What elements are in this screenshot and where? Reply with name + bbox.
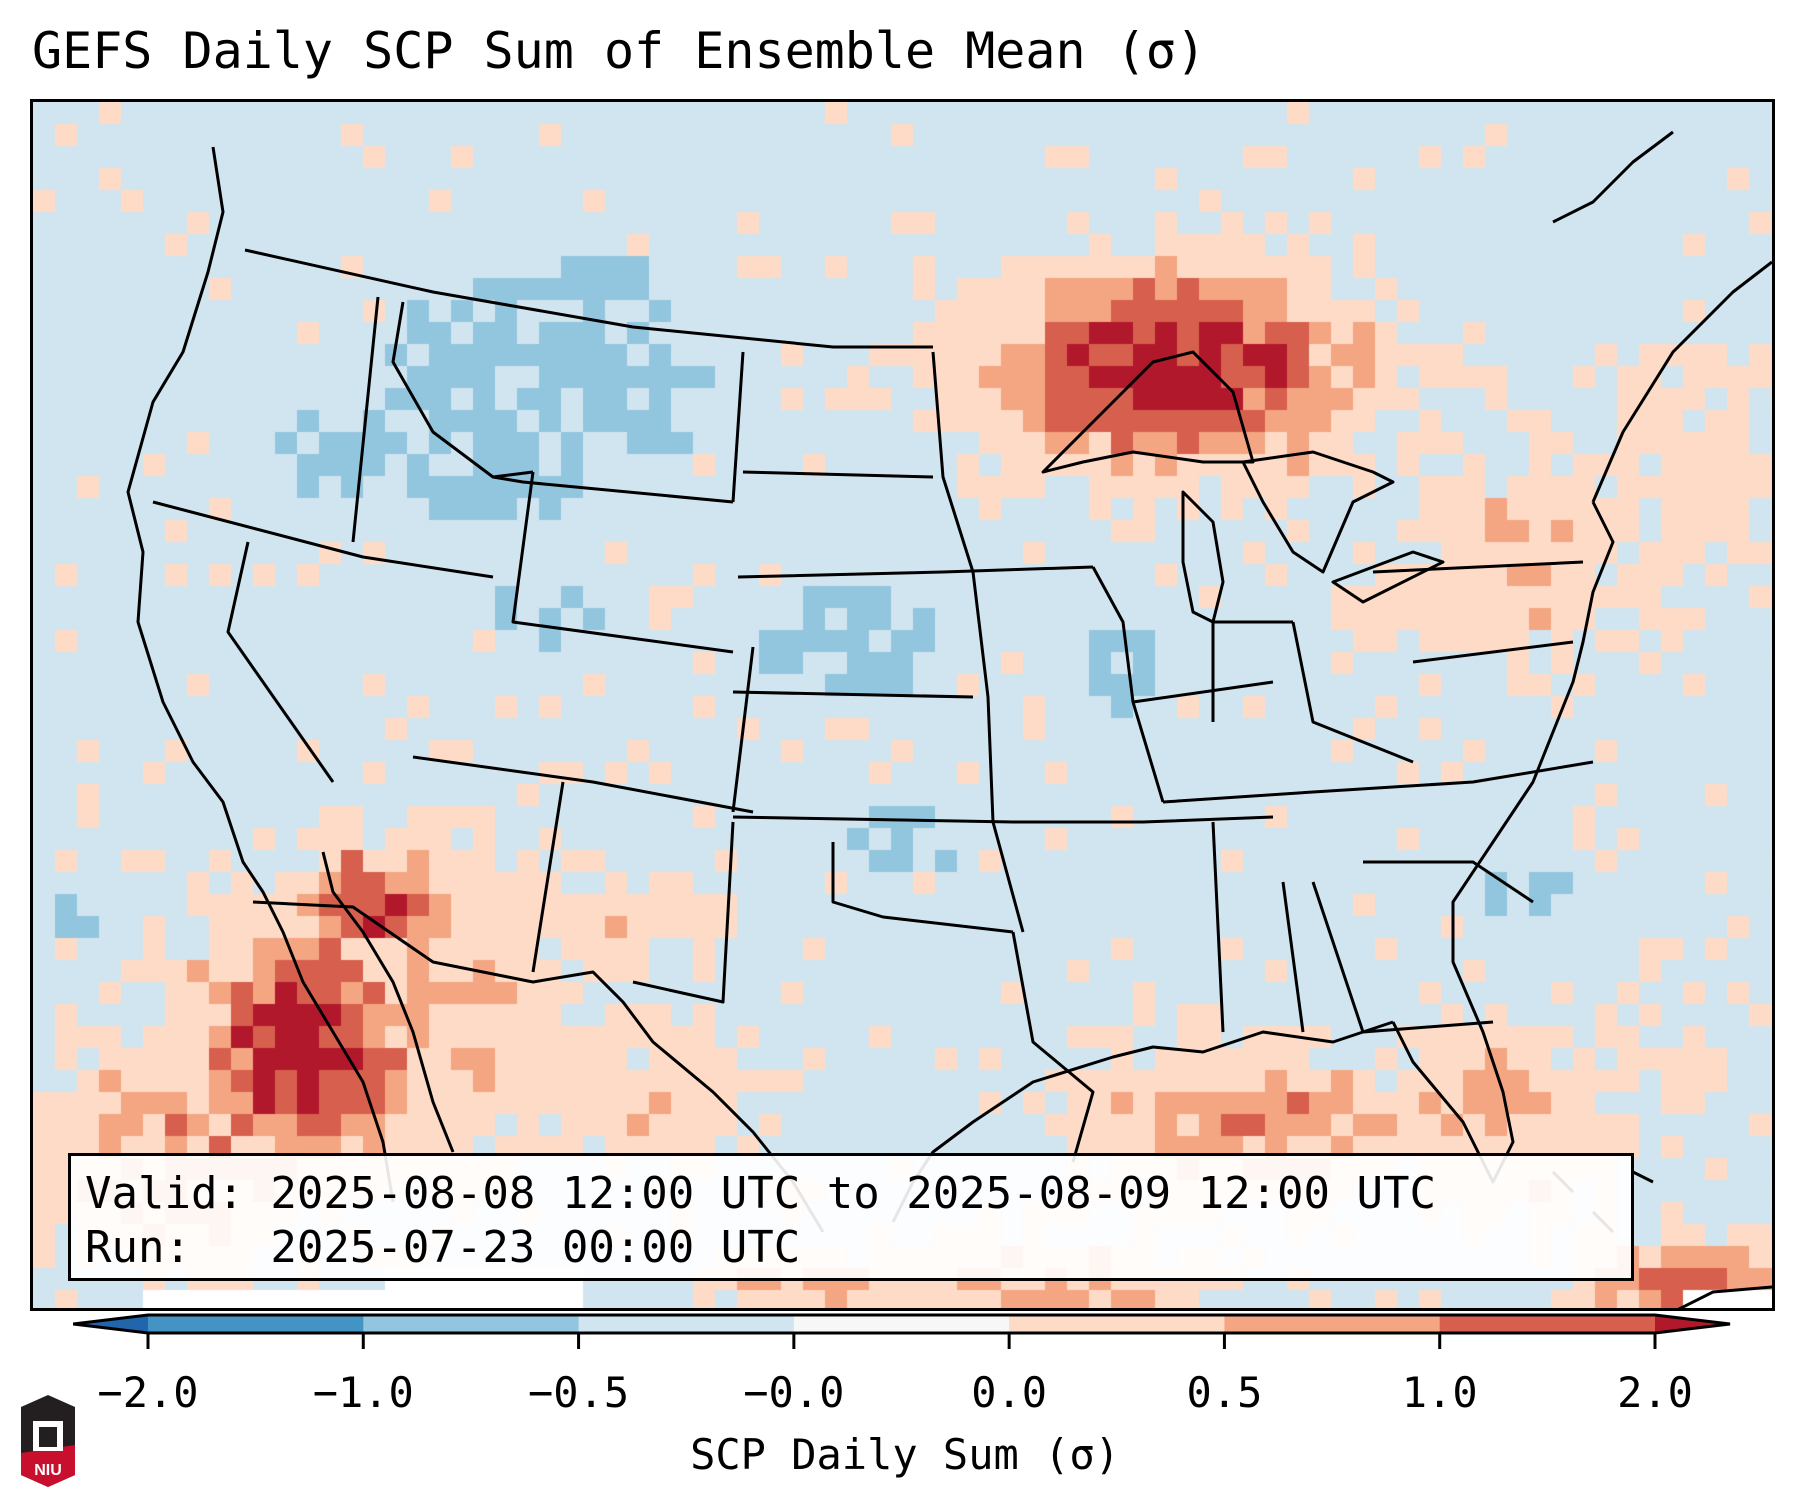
colorbar-bin bbox=[1009, 1315, 1225, 1333]
colorbar-tick-label: −0.5 bbox=[527, 1368, 630, 1417]
state-line bbox=[1011, 931, 1095, 1163]
state-line bbox=[632, 821, 735, 1004]
colorbar-bin bbox=[148, 1315, 364, 1333]
scp-raster bbox=[33, 102, 1772, 1308]
niu-logo: NIU bbox=[21, 1395, 75, 1487]
state-line bbox=[737, 565, 1094, 579]
colorbar-extend-under bbox=[73, 1315, 148, 1333]
colorbar-tick-label: −2.0 bbox=[97, 1368, 199, 1417]
colorbar-bin bbox=[1439, 1315, 1656, 1333]
state-line bbox=[1372, 560, 1584, 574]
state-line bbox=[732, 815, 1014, 824]
state-line bbox=[412, 755, 754, 814]
state-line bbox=[1291, 621, 1414, 764]
colorbar-bin bbox=[1224, 1315, 1441, 1333]
state-line bbox=[351, 296, 380, 543]
boundary-lines bbox=[126, 130, 1772, 1308]
colorbar-tick-label: −0.0 bbox=[743, 1368, 845, 1417]
border-canada bbox=[244, 248, 933, 349]
logo-window bbox=[39, 1427, 57, 1447]
state-line bbox=[1211, 821, 1225, 1033]
state-line bbox=[731, 646, 755, 813]
lake-huron bbox=[1241, 450, 1395, 574]
state-line bbox=[742, 470, 934, 479]
coastline-east bbox=[1391, 501, 1615, 1184]
state-line bbox=[511, 471, 734, 654]
colorbar bbox=[73, 1313, 1731, 1349]
coastline-maritimes bbox=[1591, 260, 1772, 503]
colorbar-tick-label: 2.0 bbox=[1617, 1368, 1693, 1417]
state-line bbox=[1281, 881, 1305, 1033]
colorbar-tick-label: 0.5 bbox=[1186, 1368, 1263, 1417]
state-line bbox=[1363, 860, 1534, 904]
state-line bbox=[226, 541, 335, 783]
lake-michigan bbox=[1181, 490, 1225, 624]
run-time-text: Run: 2025-07-23 00:00 UTC bbox=[85, 1222, 801, 1273]
coastline-baja bbox=[321, 851, 455, 1153]
colorbar-tick-label: −1.0 bbox=[312, 1368, 414, 1417]
map-panel bbox=[30, 99, 1775, 1311]
colorbar-tick-label: 1.0 bbox=[1401, 1368, 1478, 1417]
chart-title: GEFS Daily SCP Sum of Ensemble Mean (σ) bbox=[32, 22, 1206, 80]
state-line bbox=[931, 351, 1025, 933]
valid-run-info-box: Valid: 2025-08-08 12:00 UTC to 2025-08-0… bbox=[68, 1153, 1634, 1281]
colorbar-bin bbox=[578, 1315, 795, 1333]
state-line bbox=[831, 842, 1014, 934]
lake-superior bbox=[1041, 350, 1255, 474]
state-line bbox=[391, 301, 534, 479]
state-line bbox=[1162, 760, 1594, 804]
colorbar-bin bbox=[793, 1315, 1010, 1333]
state-line bbox=[492, 475, 734, 504]
valid-time-text: Valid: 2025-08-08 12:00 UTC to 2025-08-0… bbox=[85, 1168, 1437, 1219]
colorbar-extend-over bbox=[1655, 1315, 1730, 1333]
border-mexico bbox=[252, 900, 825, 1233]
colorbar-bin bbox=[363, 1315, 580, 1333]
colorbar-label: SCP Daily Sum (σ) bbox=[690, 1430, 1120, 1479]
coastline-canada-north bbox=[1552, 130, 1674, 224]
logo-red-band bbox=[21, 1445, 75, 1487]
state-line bbox=[1311, 881, 1494, 1034]
state-line bbox=[1091, 566, 1165, 803]
state-line bbox=[152, 500, 494, 579]
state-line bbox=[531, 781, 565, 973]
coastline-west bbox=[126, 146, 395, 1203]
state-line bbox=[731, 351, 745, 503]
state-line bbox=[1132, 680, 1274, 704]
lake-erie bbox=[1331, 550, 1445, 604]
colorbar-tick-label: 0.0 bbox=[971, 1368, 1048, 1417]
logo-text: NIU bbox=[34, 1462, 62, 1479]
island-hispaniola bbox=[1677, 1285, 1772, 1308]
state-line bbox=[1013, 815, 1274, 824]
state-line bbox=[732, 690, 974, 699]
state-line bbox=[1211, 620, 1293, 722]
state-line bbox=[1412, 640, 1574, 664]
